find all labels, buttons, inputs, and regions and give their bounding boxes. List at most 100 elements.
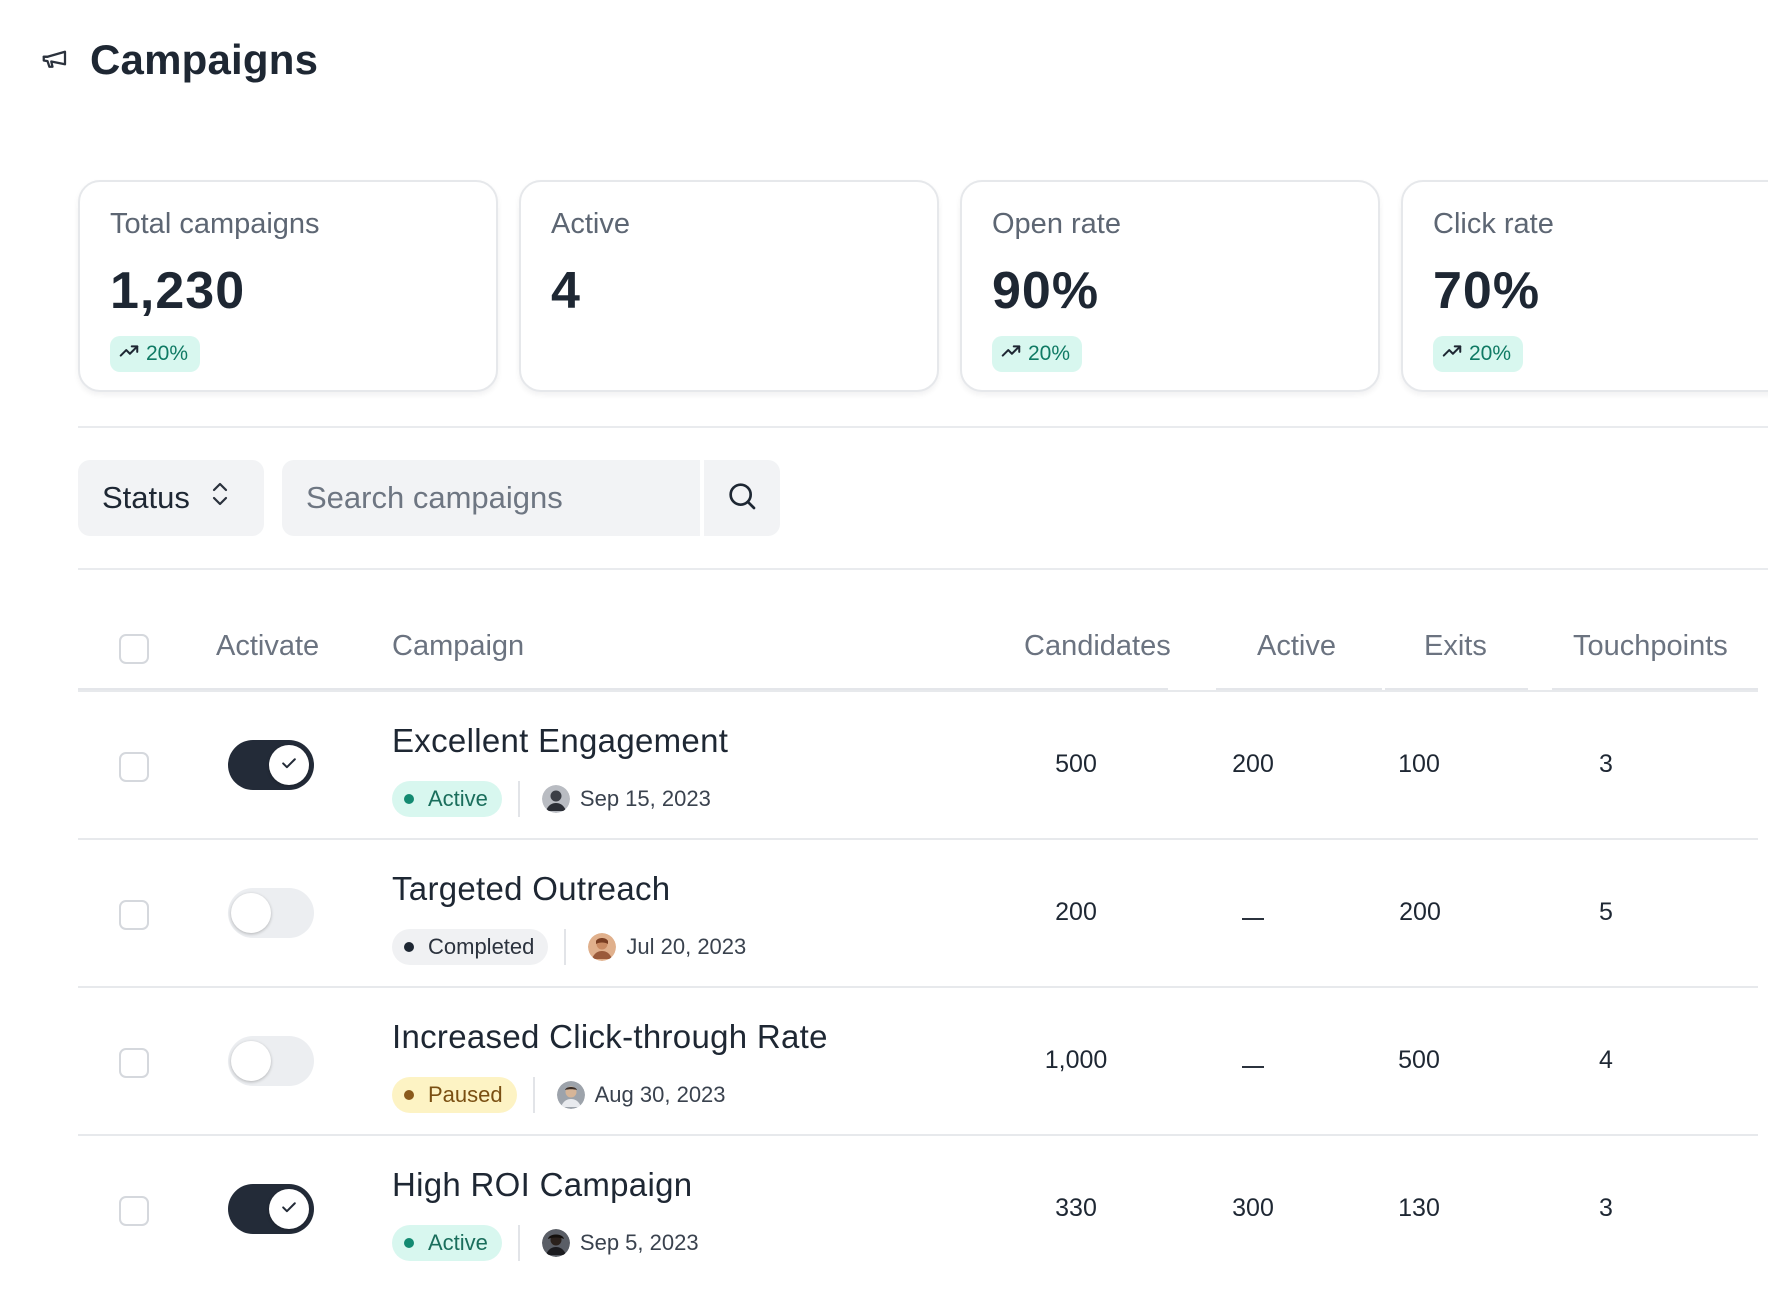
table-row[interactable]: Targeted Outreach Completed Jul 20, 2023… (78, 838, 1758, 988)
campaign-date: Aug 30, 2023 (594, 1082, 726, 1107)
meta-separator (517, 781, 520, 817)
column-header-active[interactable]: Active (1257, 630, 1336, 662)
exits-value: 130 (1398, 1194, 1440, 1222)
activate-toggle[interactable] (228, 1036, 314, 1086)
avatar (541, 1229, 570, 1257)
status-text: Active (428, 786, 488, 811)
status-dot (404, 942, 414, 952)
avatar (541, 785, 570, 813)
campaign-name[interactable]: Targeted Outreach (392, 870, 671, 907)
stat-card-total-campaigns: Total campaigns 1,230 20% (78, 180, 498, 392)
campaign-date: Jul 20, 2023 (626, 934, 747, 959)
active-value: 300 (1232, 1194, 1274, 1222)
stat-label: Active (551, 208, 630, 240)
trend-value: 20% (1469, 342, 1512, 365)
trend-badge: 20% (992, 336, 1083, 372)
table-row[interactable]: Increased Click-through Rate Paused Aug … (78, 986, 1758, 1136)
status-text: Paused (428, 1082, 503, 1107)
column-header-campaign[interactable]: Campaign (392, 630, 525, 662)
column-header-touchpoints[interactable]: Touchpoints (1573, 630, 1728, 662)
campaign-name[interactable]: Excellent Engagement (392, 722, 729, 759)
row-checkbox[interactable] (119, 1048, 149, 1078)
status-filter-select[interactable]: Status (78, 460, 264, 536)
exits-value: 100 (1398, 750, 1440, 778)
exits-value: 500 (1398, 1046, 1440, 1074)
status-text: Completed (428, 934, 535, 959)
stat-value: 4 (551, 262, 581, 320)
page-header: Campaigns (40, 36, 318, 84)
stat-card-open-rate: Open rate 90% 20% (960, 180, 1380, 392)
status-dot (404, 794, 414, 804)
trending-up-icon (1441, 340, 1463, 368)
meta-separator (564, 929, 567, 965)
stat-value: 1,230 (110, 262, 246, 320)
avatar (588, 933, 617, 961)
exits-value: 200 (1399, 898, 1441, 926)
toggle-knob (231, 1041, 271, 1081)
campaign-date: Sep 15, 2023 (579, 786, 711, 811)
header-underline (1385, 688, 1528, 690)
row-checkbox[interactable] (119, 1196, 149, 1226)
stat-value: 90% (992, 262, 1100, 320)
search-button[interactable] (704, 460, 780, 536)
toggle-knob (269, 1189, 309, 1229)
stats-row: Total campaigns 1,230 20% Active 4 Open … (78, 180, 1768, 392)
column-header-exits[interactable]: Exits (1424, 630, 1487, 662)
campaign-name[interactable]: High ROI Campaign (392, 1166, 693, 1203)
status-text: Active (428, 1230, 488, 1255)
campaign-name[interactable]: Increased Click-through Rate (392, 1018, 828, 1055)
trend-value: 20% (146, 342, 189, 365)
header-underline (78, 688, 1168, 690)
status-filter-label: Status (102, 480, 190, 515)
stat-label: Total campaigns (110, 208, 320, 240)
check-icon (279, 753, 299, 778)
section-divider (78, 426, 1768, 428)
chevron-up-down-icon (210, 480, 230, 516)
activate-toggle[interactable] (228, 888, 314, 938)
column-header-activate[interactable]: Activate (216, 630, 320, 662)
candidates-value: 1,000 (1044, 1046, 1108, 1074)
header-underline (1552, 688, 1758, 690)
stat-value: 70% (1433, 262, 1541, 320)
candidates-value: 500 (1055, 750, 1097, 778)
avatar (556, 1081, 585, 1109)
trend-value: 20% (1028, 342, 1071, 365)
row-checkbox[interactable] (119, 752, 149, 782)
meta-separator (517, 1225, 520, 1261)
candidates-value: 330 (1055, 1194, 1097, 1222)
search-icon (726, 480, 758, 517)
stat-card-active: Active 4 (519, 180, 939, 392)
page-title: Campaigns (90, 36, 319, 83)
trend-badge: 20% (1433, 336, 1524, 372)
stat-label: Open rate (992, 208, 1121, 240)
campaign-meta: Active Sep 15, 2023 (392, 780, 711, 818)
campaign-meta: Active Sep 5, 2023 (392, 1224, 699, 1262)
row-checkbox[interactable] (119, 900, 149, 930)
trend-badge: 20% (110, 336, 201, 372)
header-underline (1216, 688, 1382, 690)
status-dot (404, 1238, 414, 1248)
select-all-checkbox[interactable] (119, 634, 149, 664)
empty-value-dash (1242, 1066, 1264, 1068)
search-input[interactable] (282, 460, 700, 536)
trending-up-icon (118, 340, 140, 368)
meta-separator (532, 1077, 535, 1113)
stat-card-click-rate: Click rate 70% 20% (1401, 180, 1768, 392)
activate-toggle[interactable] (228, 1184, 314, 1234)
table-row[interactable]: High ROI Campaign Active Sep 5, 2023 330… (78, 1134, 1758, 1284)
trending-up-icon (1000, 340, 1022, 368)
campaign-date: Sep 5, 2023 (579, 1230, 699, 1255)
toggle-knob (269, 745, 309, 785)
section-divider (78, 568, 1768, 570)
stat-label: Click rate (1433, 208, 1554, 240)
column-header-candidates[interactable]: Candidates (1024, 630, 1171, 662)
candidates-value: 200 (1055, 898, 1097, 926)
check-icon (279, 1197, 299, 1222)
campaign-meta: Completed Jul 20, 2023 (392, 928, 746, 966)
touchpoints-value: 5 (1599, 898, 1613, 926)
megaphone-icon (40, 43, 70, 78)
status-badge: Active (392, 1225, 502, 1261)
table-row[interactable]: Excellent Engagement Active Sep 15, 2023… (78, 690, 1758, 840)
activate-toggle[interactable] (228, 740, 314, 790)
status-badge: Active (392, 781, 502, 817)
